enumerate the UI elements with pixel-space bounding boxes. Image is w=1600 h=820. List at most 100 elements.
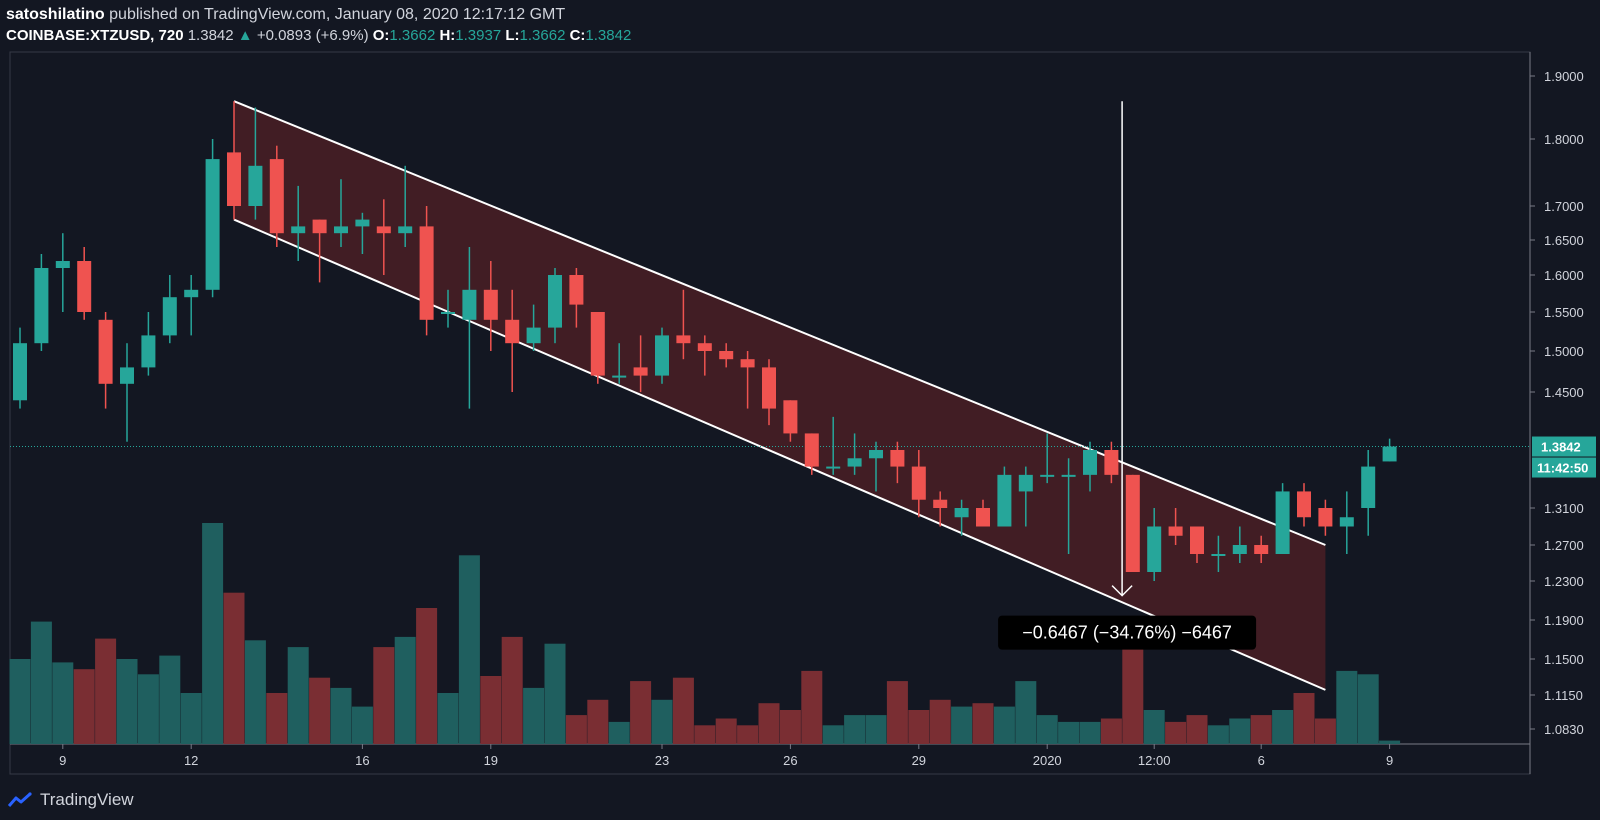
time-axis[interactable]: 9 12 16 19 23 26 29 2020 12:00 6 9 [59, 744, 1393, 768]
candle-body[interactable] [719, 351, 734, 360]
candle-body[interactable] [869, 450, 883, 459]
candle-body[interactable] [569, 275, 584, 305]
high-label: H: [439, 27, 456, 44]
candle-body[interactable] [77, 261, 92, 312]
candle-body[interactable] [783, 400, 798, 434]
candle-body[interactable] [34, 268, 49, 344]
candle-body[interactable] [933, 499, 948, 508]
candle-body[interactable] [1104, 450, 1119, 475]
candle-body[interactable] [954, 508, 969, 518]
candle-body[interactable] [1318, 508, 1333, 527]
candle-body[interactable] [655, 335, 669, 376]
candle-body[interactable] [162, 297, 177, 336]
volume-bar [73, 669, 95, 744]
volume-bar [1165, 721, 1187, 744]
candle-body[interactable] [976, 508, 990, 527]
candle-body[interactable] [847, 458, 862, 467]
time-tick-label: 12:00 [1138, 753, 1171, 768]
candle-body[interactable] [376, 226, 391, 234]
candle-body[interactable] [1061, 474, 1076, 477]
candle-body[interactable] [697, 343, 712, 351]
candle-body[interactable] [1168, 526, 1183, 536]
candle-body[interactable] [334, 226, 348, 234]
candle-body[interactable] [890, 450, 905, 467]
volume-bar [52, 662, 74, 744]
price-chart[interactable]: −0.6467 (−34.76%) −6467 1.9000 1.8000 1.70… [0, 0, 1600, 790]
chart-header: satoshilatino published on TradingView.c… [6, 4, 1006, 46]
price-tick-label: 1.6500 [1544, 233, 1584, 248]
candle-body[interactable] [1190, 526, 1204, 555]
candle-body[interactable] [419, 226, 434, 320]
measure-box[interactable]: −0.6467 (−34.76%) −6467 [998, 615, 1257, 650]
volume-bar [202, 523, 224, 744]
candle-body[interactable] [1018, 474, 1033, 492]
candle-body[interactable] [1040, 474, 1055, 477]
candle-body[interactable] [1297, 491, 1311, 518]
volume-bar [758, 703, 780, 744]
candle-body[interactable] [1254, 545, 1269, 554]
candle-body[interactable] [911, 466, 926, 500]
candle-body[interactable] [184, 289, 199, 298]
candle-body[interactable] [1083, 450, 1097, 475]
candle-body[interactable] [441, 312, 455, 314]
volume-bar [565, 715, 587, 744]
candle-body[interactable] [740, 359, 755, 368]
price-tick-label: 1.4500 [1544, 385, 1584, 400]
candle-body[interactable] [1232, 545, 1247, 554]
candle-body[interactable] [1147, 526, 1162, 573]
volume-bar [394, 636, 416, 744]
high-value: 1.3937 [455, 27, 502, 44]
candle-body[interactable] [13, 343, 27, 401]
measure-arrow-icon [1111, 585, 1133, 597]
volume-bar [779, 710, 801, 744]
candle-body[interactable] [526, 327, 541, 344]
candle-body[interactable] [762, 367, 776, 409]
candle-body[interactable] [826, 466, 841, 469]
candle-body[interactable] [1211, 554, 1226, 556]
candle-body[interactable] [1125, 474, 1140, 572]
candle-body[interactable] [1382, 446, 1397, 462]
candle-body[interactable] [98, 319, 113, 384]
candle-body[interactable] [120, 367, 134, 384]
candle-body[interactable] [291, 226, 306, 234]
candle-body[interactable] [633, 367, 648, 376]
footer-brand[interactable]: TradingView [8, 790, 134, 810]
candle-body[interactable] [1339, 517, 1354, 527]
volume-bar [30, 621, 52, 744]
volume-bar [651, 699, 673, 744]
volume-bar [908, 710, 930, 744]
symbol-label[interactable]: COINBASE:XTZUSD, 720 [6, 27, 184, 44]
candle-body[interactable] [269, 159, 284, 234]
candle-body[interactable] [312, 219, 327, 234]
price-tick-label: 1.6000 [1544, 268, 1584, 283]
channel-upper-line[interactable] [233, 100, 1326, 546]
volume-bar [373, 647, 395, 744]
volume-bar [137, 674, 159, 744]
volume-bar [1015, 681, 1037, 744]
volume-bar [223, 592, 245, 744]
author-name[interactable]: satoshilatino [6, 6, 105, 23]
candle-body[interactable] [141, 335, 156, 368]
last-price: 1.3842 [187, 27, 234, 44]
candle-body[interactable] [55, 261, 70, 268]
candle-body[interactable] [462, 289, 477, 320]
candle-body[interactable] [355, 219, 370, 227]
candle-body[interactable] [505, 319, 520, 344]
candle-body[interactable] [548, 275, 562, 328]
candle-body[interactable] [590, 312, 605, 376]
price-tag: 1.3842 11:42:50 [1532, 436, 1596, 478]
candle-body[interactable] [483, 289, 498, 320]
candle-body[interactable] [1361, 466, 1376, 508]
candle-body[interactable] [612, 375, 627, 378]
candle-body[interactable] [676, 335, 691, 344]
channel-lower-line[interactable] [233, 218, 1326, 691]
volume-bar [501, 636, 523, 744]
candle-body[interactable] [227, 152, 241, 206]
candle-body[interactable] [997, 474, 1012, 527]
price-axis[interactable]: 1.9000 1.8000 1.7000 1.6500 1.6000 1.5500 1.50… [1530, 69, 1584, 737]
candle-body[interactable] [205, 159, 220, 290]
candle-body[interactable] [398, 226, 413, 234]
candle-body[interactable] [804, 433, 819, 467]
candle-body[interactable] [248, 165, 263, 206]
candle-body[interactable] [1275, 491, 1290, 554]
